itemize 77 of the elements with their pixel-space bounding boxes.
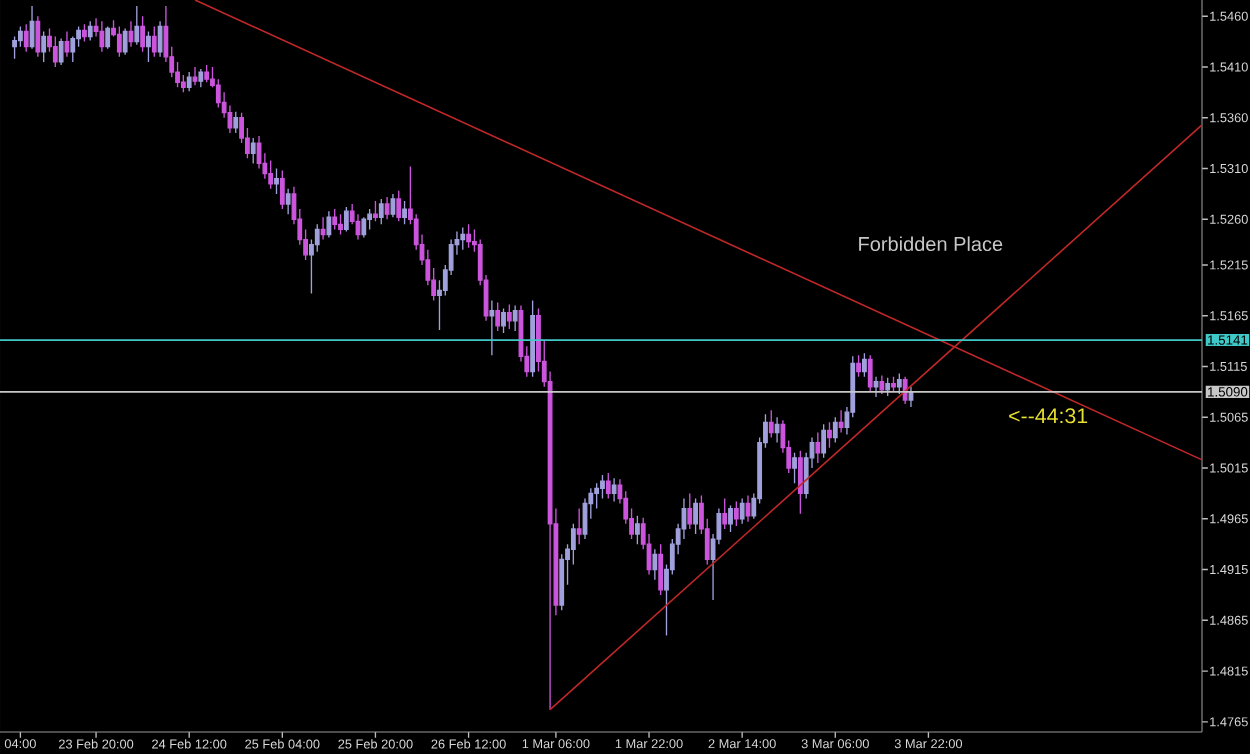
candlestick: [797, 450, 803, 515]
candlestick: [728, 504, 733, 533]
candlestick: [466, 223, 471, 249]
candlestick: [384, 196, 390, 220]
candlestick: [343, 206, 349, 233]
candlestick: [652, 548, 658, 581]
candlestick: [23, 23, 29, 53]
candlestick: [146, 30, 151, 63]
candlestick: [827, 421, 832, 449]
candlestick: [530, 299, 536, 378]
candlestick: [64, 30, 70, 58]
candlestick: [768, 409, 774, 439]
candlestick: [611, 477, 617, 503]
candlestick: [396, 190, 402, 222]
candlestick: [838, 409, 844, 434]
candlestick: [157, 20, 163, 58]
candlestick: [285, 188, 291, 215]
candlestick: [576, 507, 582, 545]
candlestick: [879, 374, 885, 395]
candlestick: [338, 213, 343, 236]
candlestick: [361, 216, 367, 239]
annotation: <--44:31: [1009, 408, 1088, 424]
candlestick: [233, 110, 239, 134]
candlestick: [821, 423, 827, 459]
candlestick: [832, 416, 838, 444]
candlestick: [739, 497, 745, 525]
candlestick: [52, 35, 58, 68]
candlestick: [506, 303, 512, 330]
candlestick: [605, 472, 611, 500]
candlestick: [134, 5, 140, 46]
candlestick: [105, 25, 111, 50]
candlestick: [58, 37, 64, 66]
candlestick: [856, 354, 861, 378]
candlestick: [279, 169, 285, 210]
candlestick: [186, 71, 192, 93]
candlestick: [733, 500, 739, 527]
candlestick: [204, 64, 210, 83]
candlestick: [151, 25, 157, 58]
candlestick: [402, 200, 407, 226]
candlestick: [192, 66, 198, 86]
candlestick: [29, 5, 35, 50]
candlestick: [512, 304, 518, 332]
candlestick: [489, 299, 495, 356]
candlestick: [658, 543, 664, 596]
candlestick: [82, 23, 87, 43]
candlestick: [140, 15, 146, 53]
candlestick: [198, 68, 204, 88]
candlestick: [501, 307, 506, 334]
candlestick: [722, 497, 728, 530]
candlestick: [460, 226, 466, 251]
candlestick: [792, 452, 797, 484]
candlestick: [320, 216, 326, 241]
candlestick: [693, 497, 699, 535]
candlestick: [35, 15, 41, 58]
candlestick: [87, 20, 93, 42]
candlestick: [326, 210, 332, 239]
annotation: Forbidden Place: [859, 236, 1003, 252]
candlestick: [250, 137, 256, 165]
candlestick: [367, 208, 373, 231]
candlestick: [99, 20, 105, 53]
candlestick: [815, 431, 821, 464]
candlestick: [128, 20, 134, 48]
candlestick: [390, 193, 396, 218]
candlestick: [332, 208, 338, 231]
candlestick: [268, 159, 274, 190]
candlestick: [861, 352, 867, 378]
candlestick: [116, 25, 122, 58]
candlestick: [873, 375, 879, 398]
candlestick: [745, 494, 751, 523]
candlestick: [867, 354, 873, 393]
candlestick: [687, 492, 693, 530]
candlestick: [41, 30, 47, 63]
candlestick: [634, 515, 640, 545]
candlestick: [122, 27, 128, 56]
candlestick: [495, 301, 501, 332]
candlestick: [378, 198, 384, 226]
candlestick: [774, 416, 780, 444]
